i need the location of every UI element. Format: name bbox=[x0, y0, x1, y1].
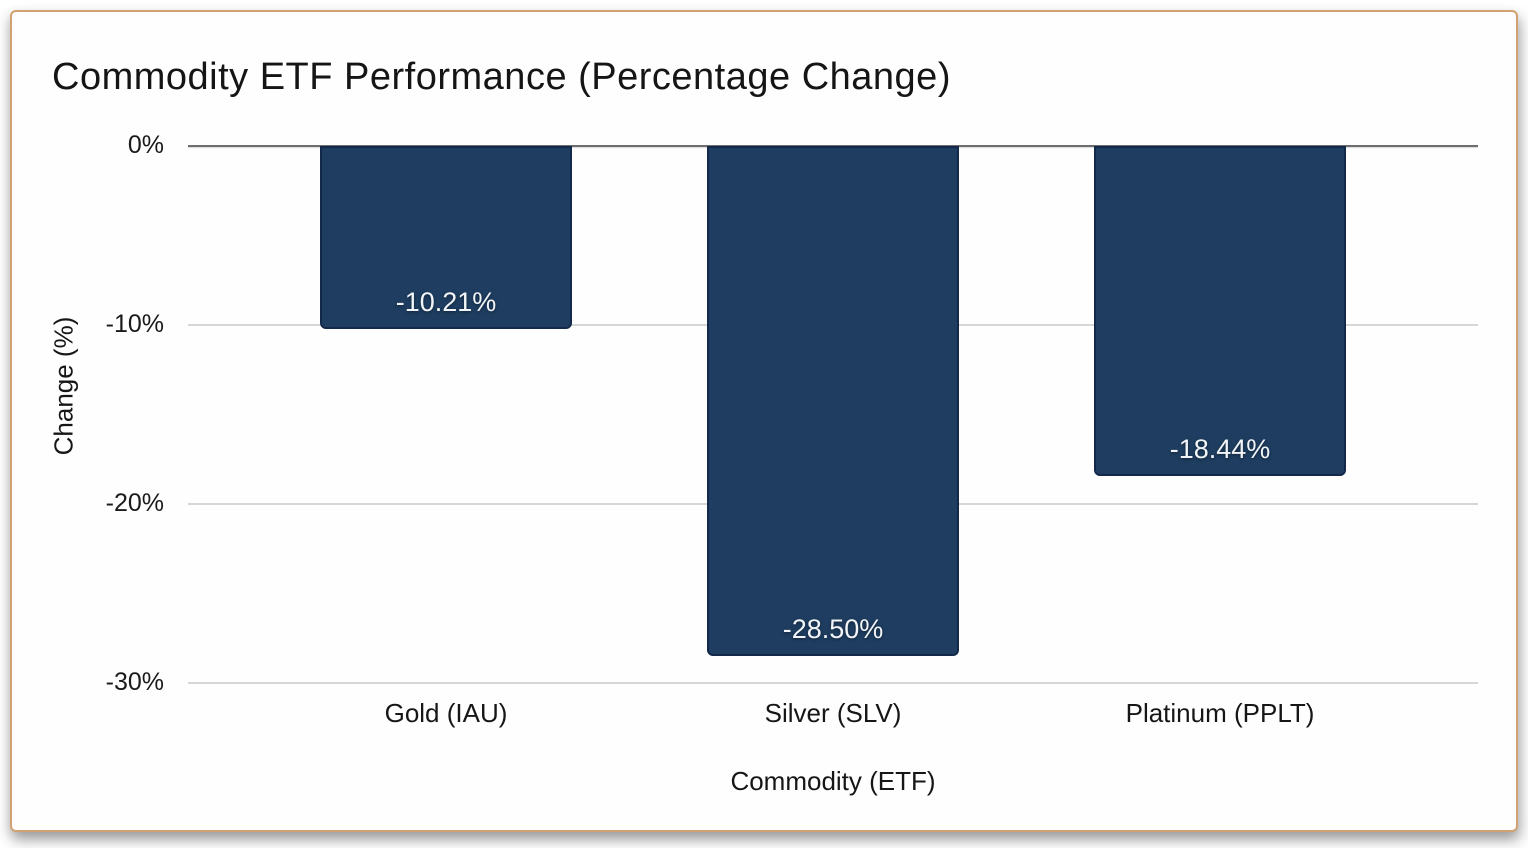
gridline bbox=[188, 682, 1478, 684]
plot-area: 0% -10% -20% -30% -10.21% -28.50% -18.44% bbox=[106, 131, 1478, 696]
bar-silver-slv: -28.50% bbox=[707, 146, 959, 656]
bar-value-label: -10.21% bbox=[395, 287, 497, 317]
chart-card: Commodity ETF Performance (Percentage Ch… bbox=[10, 10, 1518, 832]
y-tick-label: 0% bbox=[127, 131, 164, 159]
x-axis-title: Commodity (ETF) bbox=[730, 766, 936, 796]
x-tick-label: Gold (IAU) bbox=[384, 698, 508, 728]
y-tick-label: -30% bbox=[105, 668, 164, 696]
bar-gold-iau: -10.21% bbox=[320, 146, 572, 329]
x-tick-label: Platinum (PPLT) bbox=[1125, 698, 1315, 728]
y-tick-label: -20% bbox=[105, 489, 164, 517]
bar-value-label: -28.50% bbox=[782, 614, 884, 644]
chart-title: Commodity ETF Performance (Percentage Ch… bbox=[52, 56, 951, 98]
bar-platinum-pplt: -18.44% bbox=[1094, 146, 1346, 476]
y-tick-label: -10% bbox=[105, 310, 164, 338]
x-tick-label: Silver (SLV) bbox=[764, 698, 902, 728]
bar-value-label: -18.44% bbox=[1169, 434, 1271, 464]
y-axis-title: Change (%) bbox=[48, 316, 79, 456]
